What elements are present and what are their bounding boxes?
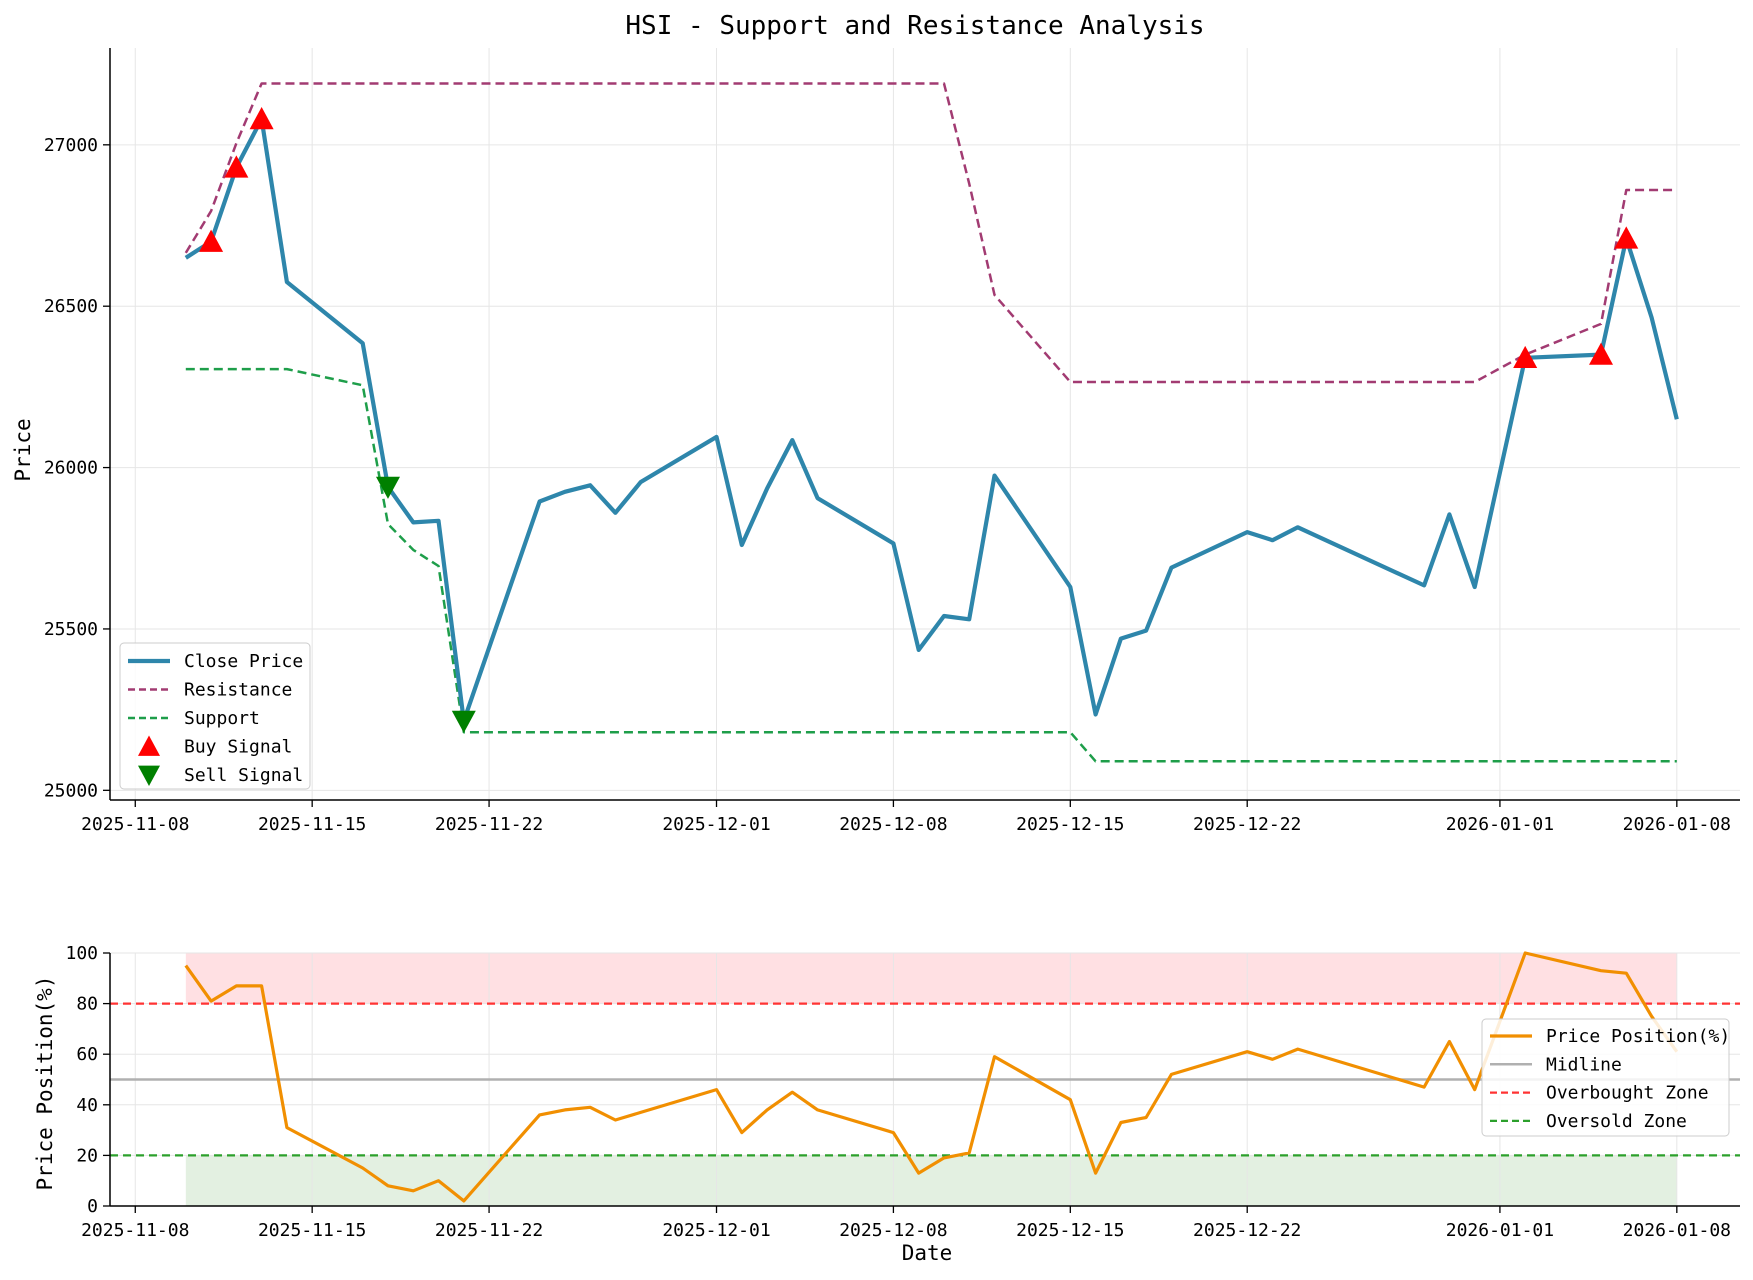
position-x-tick-label: 2025-11-15 (258, 1220, 366, 1241)
position-x-tick-label: 2025-11-08 (81, 1220, 189, 1241)
position-y-tick-label: 20 (76, 1145, 98, 1166)
resistance-line (184, 82, 1677, 384)
price-x-tick-label: 2025-11-15 (258, 814, 366, 835)
legend-sell-signal-label: Sell Signal (184, 765, 303, 786)
sell-signal-marker (375, 476, 400, 499)
position-x-tick-label: 2025-12-01 (662, 1220, 770, 1241)
price-legend-box (119, 642, 311, 790)
position-x-tick-label: 2025-12-15 (1016, 1220, 1124, 1241)
position-y-tick-label: 60 (76, 1044, 98, 1065)
buy-signal-marker (199, 229, 224, 252)
price-x-tick-label: 2025-12-01 (662, 814, 770, 835)
price-y-tick-label: 27000 (44, 135, 98, 156)
price-position-line (184, 951, 1679, 1203)
close-price-line (184, 116, 1679, 723)
price-lines (184, 82, 1679, 763)
buy-signal-marker (1589, 342, 1614, 365)
legend-price-position-label: Price Position(%) (1546, 1026, 1730, 1047)
position-y-tick-label: 0 (87, 1196, 98, 1217)
price-grid (110, 48, 1740, 800)
position-legend: Price Position(%) Midline Overbought Zone O… (1481, 1018, 1730, 1137)
position-y-tick-label: 80 (76, 994, 98, 1015)
position-panel: 2025-11-08 2025-11-15 2025-11-22 2025-12-01… (33, 943, 1740, 1265)
price-y-axis-label: Price (11, 418, 35, 481)
price-panel: 2025-11-08 2025-11-15 2025-11-22 2025-12-01… (11, 48, 1740, 835)
overbought-zone-fill (185, 953, 1677, 1004)
legend-close-price-label: Close Price (184, 651, 303, 672)
price-axes: 2025-11-08 2025-11-15 2025-11-22 2025-12-01… (44, 48, 1740, 835)
buy-signal-marker (224, 155, 249, 178)
position-legend-box (1481, 1018, 1730, 1137)
signal-markers (199, 107, 1639, 733)
price-x-tick-label: 2025-12-22 (1193, 814, 1301, 835)
price-x-tick-label: 2025-11-08 (81, 814, 189, 835)
position-lines (110, 951, 1740, 1203)
position-x-tick-label: 2026-01-08 (1623, 1220, 1731, 1241)
legend-midline-label: Midline (1546, 1054, 1622, 1075)
position-axes: 2025-11-08 2025-11-15 2025-11-22 2025-12-01… (65, 943, 1740, 1241)
legend-buy-signal-swatch (138, 735, 160, 756)
legend-oversold-zone-label: Oversold Zone (1546, 1111, 1687, 1132)
position-grid (110, 952, 1740, 1207)
position-y-axis-label: Price Position(%) (33, 976, 57, 1191)
legend-support-label: Support (184, 708, 260, 729)
price-x-tick-label: 2026-01-08 (1623, 814, 1731, 835)
price-y-tick-label: 25000 (44, 780, 98, 801)
legend-overbought-zone-label: Overbought Zone (1546, 1083, 1709, 1104)
position-y-tick-label: 100 (65, 943, 98, 964)
price-x-tick-label: 2025-12-08 (839, 814, 947, 835)
sell-signal-marker (451, 710, 476, 733)
chart-title: HSI - Support and Resistance Analysis (625, 11, 1204, 41)
price-x-tick-label: 2025-12-15 (1016, 814, 1124, 835)
support-line (185, 367, 1677, 763)
price-x-tick-label: 2026-01-01 (1446, 814, 1554, 835)
position-x-tick-label: 2025-12-22 (1193, 1220, 1301, 1241)
position-x-tick-label: 2025-12-08 (839, 1220, 947, 1241)
price-y-tick-label: 25500 (44, 619, 98, 640)
x-axis-label: Date (902, 1241, 953, 1265)
legend-buy-signal-label: Buy Signal (184, 737, 292, 758)
position-x-tick-label: 2026-01-01 (1446, 1220, 1554, 1241)
buy-signal-marker (249, 107, 274, 130)
position-x-tick-label: 2025-11-22 (435, 1220, 543, 1241)
position-y-tick-label: 40 (76, 1095, 98, 1116)
oversold-zone-fill (185, 1155, 1677, 1206)
buy-signal-marker (1614, 226, 1639, 249)
price-y-tick-label: 26000 (44, 458, 98, 479)
price-legend: Close Price Resistance Support Buy Signal Se… (119, 642, 311, 790)
legend-sell-signal-swatch (138, 765, 160, 786)
buy-signal-marker (1513, 345, 1538, 369)
price-x-tick-label: 2025-11-22 (435, 814, 543, 835)
legend-resistance-label: Resistance (184, 680, 292, 701)
price-y-tick-label: 26500 (44, 296, 98, 317)
